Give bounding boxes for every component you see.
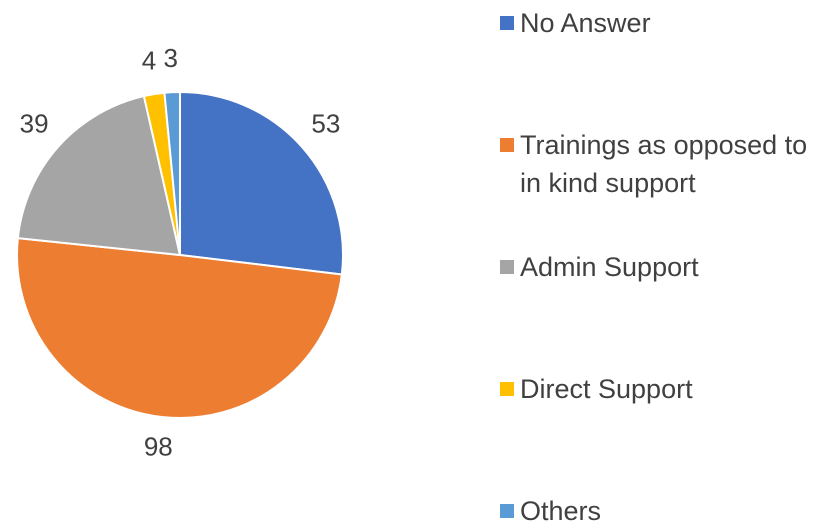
legend-label: No Answer (520, 8, 651, 38)
data-label: 39 (20, 108, 49, 138)
legend-label: Others (520, 496, 602, 526)
legend-label: Admin Support (520, 252, 699, 282)
pie-slice (179, 90, 344, 276)
data-label: 53 (311, 108, 340, 138)
legend-item: Direct Support (500, 370, 820, 408)
legend-swatch (500, 16, 514, 30)
legend-swatch (500, 504, 514, 518)
pie-slice (16, 94, 182, 257)
data-label: 98 (144, 432, 173, 462)
pie: 53 98 39 4 3 (16, 43, 344, 462)
pie-slice (16, 237, 343, 420)
legend-item: Trainings as opposed to in kind support (500, 126, 820, 202)
legend-item: No Answer (500, 4, 820, 42)
data-label: 4 (142, 45, 156, 75)
legend-item: Others (500, 492, 820, 530)
legend-label: Direct Support (520, 374, 693, 404)
legend-label: Trainings as opposed to in kind support (520, 130, 808, 198)
data-label: 3 (163, 43, 177, 73)
legend-item: Admin Support (500, 248, 820, 286)
pie-slice (163, 90, 181, 256)
legend-swatch (500, 138, 514, 152)
legend-swatch (500, 382, 514, 396)
legend-swatch (500, 260, 514, 274)
